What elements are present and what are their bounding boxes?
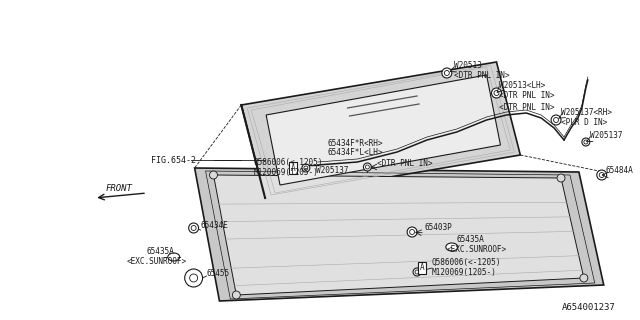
Circle shape <box>442 68 452 78</box>
Ellipse shape <box>168 253 180 261</box>
Text: W20513<LH>: W20513<LH> <box>499 81 546 90</box>
Circle shape <box>444 70 449 76</box>
Polygon shape <box>195 168 604 301</box>
Circle shape <box>554 117 559 123</box>
Circle shape <box>413 268 421 276</box>
Text: <DTR PNL IN>: <DTR PNL IN> <box>378 158 433 167</box>
Text: Q586006(<-1205): Q586006(<-1205) <box>432 258 501 267</box>
Circle shape <box>580 274 588 282</box>
Circle shape <box>209 171 218 179</box>
Polygon shape <box>266 75 500 185</box>
Circle shape <box>304 166 308 170</box>
Circle shape <box>189 274 198 282</box>
Text: 65403P: 65403P <box>425 223 452 233</box>
Circle shape <box>407 227 417 237</box>
Text: 65484A: 65484A <box>605 165 634 174</box>
Circle shape <box>557 174 565 182</box>
Text: A: A <box>420 263 424 273</box>
Text: M120069(1205-): M120069(1205-) <box>253 167 318 177</box>
Circle shape <box>365 165 369 169</box>
Polygon shape <box>241 62 520 198</box>
Circle shape <box>596 170 607 180</box>
Text: <DTR PNL IN>: <DTR PNL IN> <box>499 91 555 100</box>
Circle shape <box>415 270 419 274</box>
Text: <DTR PNL IN>: <DTR PNL IN> <box>499 102 555 111</box>
Circle shape <box>185 269 203 287</box>
Circle shape <box>584 140 588 144</box>
Circle shape <box>551 115 561 125</box>
Ellipse shape <box>446 243 458 251</box>
Text: 65434F*R<RH>: 65434F*R<RH> <box>328 139 383 148</box>
Circle shape <box>410 229 415 235</box>
Text: 65435A: 65435A <box>457 236 484 244</box>
Text: W205137: W205137 <box>316 165 348 174</box>
Text: W205137<RH>: W205137<RH> <box>561 108 612 116</box>
Text: FIG.654-2: FIG.654-2 <box>151 156 196 164</box>
Text: FRONT: FRONT <box>106 183 132 193</box>
Text: 65434F*L<LH>: 65434F*L<LH> <box>328 148 383 156</box>
Circle shape <box>302 164 310 172</box>
Text: <EXC.SUNROOF>: <EXC.SUNROOF> <box>447 245 507 254</box>
Circle shape <box>364 163 371 171</box>
Circle shape <box>492 88 502 98</box>
Polygon shape <box>214 175 584 295</box>
Text: A654001237: A654001237 <box>562 303 616 313</box>
Text: W20513: W20513 <box>454 60 481 69</box>
Circle shape <box>599 172 604 178</box>
Circle shape <box>232 291 240 299</box>
Circle shape <box>494 91 499 95</box>
Text: <DTR PNL IN>: <DTR PNL IN> <box>454 70 509 79</box>
Text: <EXC.SUNROOF>: <EXC.SUNROOF> <box>127 258 188 267</box>
Text: <PLR D IN>: <PLR D IN> <box>561 117 607 126</box>
Text: W205137: W205137 <box>590 131 622 140</box>
Text: 65455: 65455 <box>207 268 230 277</box>
Circle shape <box>191 226 196 230</box>
Text: 65435A: 65435A <box>147 247 175 257</box>
Text: A: A <box>291 164 295 172</box>
Circle shape <box>189 223 198 233</box>
Text: Q586006(<-1205): Q586006(<-1205) <box>253 157 323 166</box>
Circle shape <box>582 138 590 146</box>
Text: 65434E: 65434E <box>200 220 228 229</box>
Text: M120069(1205-): M120069(1205-) <box>432 268 497 277</box>
